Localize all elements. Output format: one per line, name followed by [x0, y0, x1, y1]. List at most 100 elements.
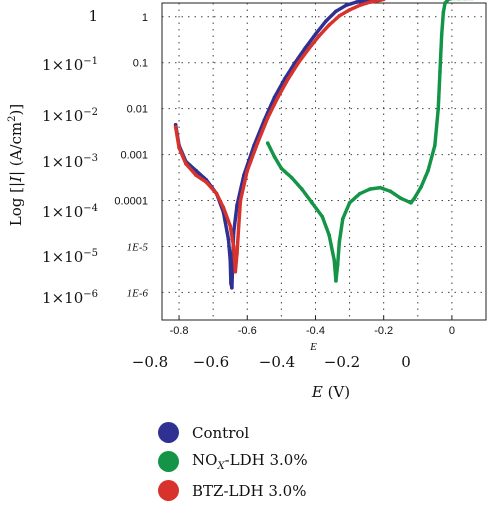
data-point — [228, 258, 232, 262]
data-point — [443, 1, 447, 5]
data-point — [358, 3, 362, 7]
data-point — [222, 206, 226, 210]
data-point — [314, 32, 318, 36]
data-point — [205, 180, 209, 184]
inner-x-tick-label: -0.4 — [306, 325, 325, 337]
outer-y-tick-label: 1×10−5 — [42, 248, 98, 266]
legend-swatch-nox-ldh — [158, 451, 179, 472]
outer-x-tick-label: −0.8 — [132, 353, 168, 371]
data-point — [273, 155, 277, 159]
data-point — [378, 186, 382, 190]
legend-label-nox-ldh: NOX-LDH 3.0% — [192, 451, 308, 472]
outer-x-tick-label: −0.4 — [259, 353, 295, 371]
legend-swatch-btz-ldh — [158, 480, 179, 501]
data-point — [389, 190, 393, 194]
data-point — [409, 201, 413, 205]
outer-y-tick-label: 1×10−4 — [42, 203, 98, 221]
data-point — [245, 169, 249, 173]
data-point — [338, 240, 342, 244]
data-point — [368, 0, 372, 4]
legend-label-btz-ldh: BTZ-LDH 3.0% — [192, 482, 306, 500]
data-point — [338, 14, 342, 18]
data-point — [438, 70, 442, 74]
data-point — [334, 9, 338, 13]
outer-y-tick-label: 1×10−6 — [42, 289, 98, 307]
outer-x-tick-label: −0.6 — [193, 353, 229, 371]
inner-x-tick-label: -0.6 — [238, 325, 257, 337]
data-point — [239, 199, 243, 203]
inner-x-tick-label: -0.2 — [374, 325, 393, 337]
data-point — [290, 176, 294, 180]
data-point — [334, 279, 338, 283]
data-point — [237, 224, 241, 228]
data-point — [280, 167, 284, 171]
data-point — [177, 146, 181, 150]
outer-y-tick-label: 1×10−1 — [42, 56, 98, 74]
y-axis-label: Log [|I| (A/cm2)] — [7, 104, 25, 227]
data-point — [307, 47, 311, 51]
data-point — [320, 215, 324, 219]
data-point — [413, 196, 417, 200]
data-point — [317, 34, 321, 38]
outer-y-tick-label: 1×10−3 — [42, 153, 98, 171]
data-point — [266, 141, 270, 145]
legend-label-control: Control — [192, 424, 249, 442]
data-point — [174, 125, 178, 129]
gridlines — [162, 3, 486, 320]
data-point — [276, 95, 280, 99]
data-point — [232, 245, 236, 249]
legend-swatch-control — [158, 422, 179, 443]
data-point — [234, 270, 238, 274]
data-point — [228, 224, 232, 228]
data-point — [358, 192, 362, 196]
data-point — [194, 173, 198, 177]
data-point — [355, 0, 359, 4]
legend-item-nox-ldh: NOX-LDH 3.0% — [158, 447, 308, 476]
inner-y-tick-label: 0.01 — [127, 104, 148, 116]
data-point — [336, 263, 340, 267]
data-point — [348, 201, 352, 205]
legend: Control NOX-LDH 3.0% BTZ-LDH 3.0% — [158, 418, 308, 505]
inner-y-tick-label: 1E-6 — [127, 287, 149, 299]
data-point — [184, 162, 188, 166]
outer-x-tick-label: 0 — [401, 353, 411, 371]
data-point — [229, 281, 233, 285]
data-point — [341, 217, 345, 221]
data-point — [235, 203, 239, 207]
data-point — [300, 187, 304, 191]
inner-x-axis-label: E — [309, 341, 317, 353]
data-point — [215, 192, 219, 196]
series-line — [176, 0, 384, 288]
inner-x-tick-label: 0 — [449, 325, 455, 337]
data-point — [419, 185, 423, 189]
outer-y-tick-label: 1×10−2 — [42, 107, 98, 125]
data-point — [433, 144, 437, 148]
data-point — [332, 258, 336, 262]
data-point — [348, 8, 352, 12]
legend-item-btz-ldh: BTZ-LDH 3.0% — [158, 476, 308, 505]
legend-item-control: Control — [158, 418, 308, 447]
data-point — [297, 61, 301, 65]
plot-frame — [162, 3, 486, 320]
inner-y-tick-label: 1E-5 — [127, 241, 149, 253]
data-point — [327, 23, 331, 27]
series-2 — [174, 0, 386, 274]
data-point — [227, 238, 231, 242]
data-point — [436, 107, 440, 111]
data-point — [426, 169, 430, 173]
x-axis-label: E (V) — [311, 383, 350, 401]
data-point — [235, 252, 239, 256]
data-point — [324, 20, 328, 24]
inner-y-tick-label: 0.1 — [133, 58, 148, 70]
series-line — [268, 0, 473, 281]
data-point — [256, 141, 260, 145]
inner-x-tick-label: -0.8 — [170, 325, 189, 337]
series-1 — [266, 0, 474, 283]
outer-y-tick-label: 1 — [88, 7, 98, 25]
data-point — [286, 77, 290, 81]
data-point — [230, 286, 234, 290]
data-point — [266, 116, 270, 120]
inner-y-tick-label: 0.001 — [120, 150, 148, 162]
data-point — [368, 187, 372, 191]
data-point — [442, 10, 446, 14]
